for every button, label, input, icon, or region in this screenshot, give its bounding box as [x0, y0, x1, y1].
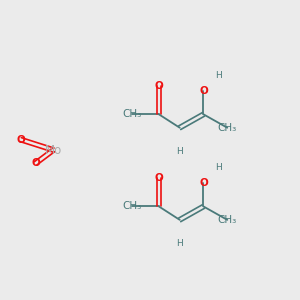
Text: H: H — [215, 163, 222, 172]
Text: H: H — [215, 71, 222, 80]
Text: O: O — [199, 85, 208, 96]
Text: H: H — [176, 147, 183, 156]
Text: H: H — [176, 239, 183, 248]
Text: O: O — [31, 158, 40, 168]
Text: O: O — [16, 135, 25, 145]
Text: CH₃: CH₃ — [218, 123, 237, 133]
Text: CH₃: CH₃ — [122, 109, 142, 119]
Text: O: O — [199, 178, 208, 188]
Text: O: O — [154, 173, 163, 183]
Text: CH₃: CH₃ — [218, 215, 237, 225]
Text: Mo: Mo — [45, 143, 62, 157]
Text: CH₃: CH₃ — [122, 202, 142, 212]
Text: O: O — [154, 81, 163, 91]
